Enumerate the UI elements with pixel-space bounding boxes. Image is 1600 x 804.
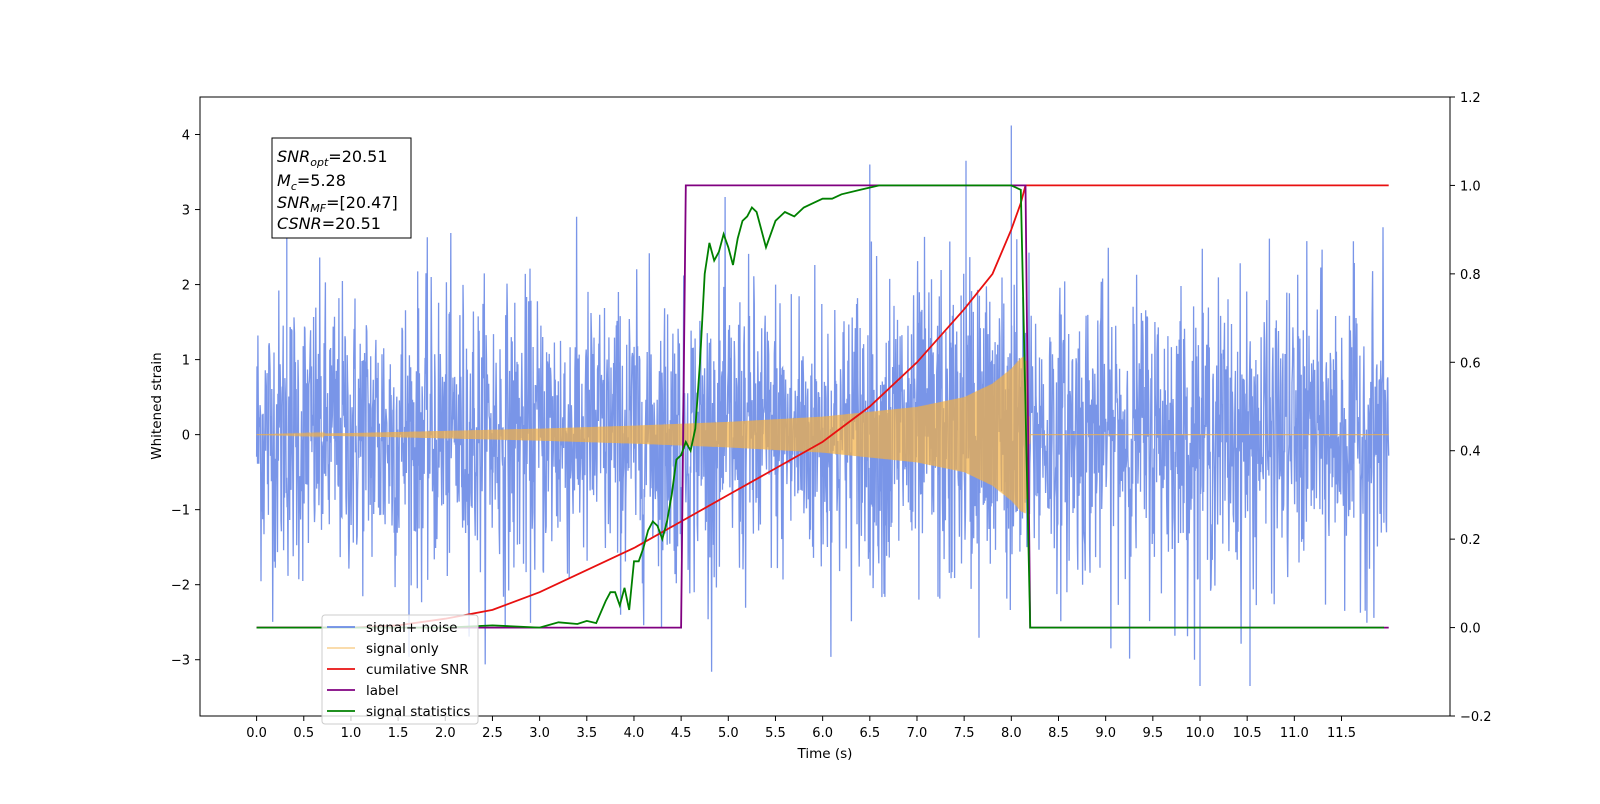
- x-axis: 0.0 0.5 1.0 1.5 2.0 2.5 3.0 3.5 4.0 4.5 5.0 5.5 6.0 6…: [246, 716, 1356, 741]
- x-tick-label: 4.0: [624, 726, 645, 741]
- y-tick-label: −3: [171, 654, 190, 669]
- x-tick-label: 6.0: [812, 726, 833, 741]
- legend-label: cumilative SNR: [366, 662, 469, 678]
- legend-frame: [321, 614, 479, 725]
- series-cumilative-snr: [256, 184, 1389, 629]
- series-signal-only: [256, 356, 1389, 514]
- y2-tick-label: 0.2: [1460, 533, 1481, 548]
- x-tick-label: 1.0: [341, 726, 362, 741]
- y-axis-label: Whitened strain: [149, 352, 165, 459]
- y-tick-label: 3: [182, 204, 190, 219]
- legend: signal+ noise signal only cumilative SNR la…: [321, 614, 479, 725]
- annotation-frame: [271, 137, 412, 239]
- y2-tick-label: 1.2: [1460, 91, 1481, 106]
- annotation-snr-mf: SNRMF=[20.47]: [277, 193, 398, 215]
- annotation-box: SNRopt=20.51 Mc=5.28 SNRMF=[20.47] CSNR=…: [271, 137, 412, 239]
- y-tick-label: −2: [171, 579, 190, 594]
- x-tick-label: 11.0: [1280, 726, 1309, 741]
- y-tick-label: 0: [182, 429, 190, 444]
- y-tick-label: 2: [182, 279, 190, 294]
- x-tick-label: 3.0: [529, 726, 550, 741]
- y2-tick-label: −0.2: [1460, 710, 1492, 725]
- annotation-mc: Mc=5.28: [277, 171, 346, 193]
- y2-tick-label: 0.4: [1460, 445, 1481, 460]
- x-tick-label: 7.5: [954, 726, 975, 741]
- legend-label: label: [366, 683, 399, 699]
- y-tick-label: −1: [171, 504, 190, 519]
- legend-label: signal only: [366, 641, 439, 657]
- annotation-snr-opt: SNRopt=20.51: [277, 147, 388, 169]
- y2-tick-label: 1.0: [1460, 179, 1481, 194]
- x-tick-label: 8.5: [1048, 726, 1069, 741]
- x-tick-label: 3.5: [576, 726, 597, 741]
- y2-tick-label: 0.6: [1460, 356, 1481, 371]
- x-tick-label: 5.5: [765, 726, 786, 741]
- annotation-csnr: CSNR=20.51: [277, 214, 381, 233]
- x-tick-label: 4.5: [671, 726, 692, 741]
- y2-tick-label: 0.0: [1460, 622, 1481, 637]
- x-tick-label: 2.5: [482, 726, 503, 741]
- y-tick-label: 4: [182, 129, 190, 144]
- y-axis-left: 4 3 2 1 0 −1 −2 −3: [171, 129, 200, 669]
- x-tick-label: 5.0: [718, 726, 739, 741]
- legend-label: signal+ noise: [366, 620, 457, 636]
- series-signal-statistics: [256, 184, 1384, 629]
- x-tick-label: 9.5: [1142, 726, 1163, 741]
- x-tick-label: 8.0: [1001, 726, 1022, 741]
- x-tick-label: 10.5: [1233, 726, 1262, 741]
- x-tick-label: 1.5: [388, 726, 409, 741]
- x-tick-label: 9.0: [1095, 726, 1116, 741]
- x-tick-label: 0.0: [246, 726, 267, 741]
- y2-tick-label: 0.8: [1460, 268, 1481, 283]
- x-tick-label: 10.0: [1186, 726, 1215, 741]
- y-tick-label: 1: [182, 354, 190, 369]
- x-tick-label: 11.5: [1327, 726, 1356, 741]
- x-axis-label: Time (s): [797, 746, 853, 762]
- x-tick-label: 7.0: [907, 726, 928, 741]
- x-tick-label: 2.0: [435, 726, 456, 741]
- plot-area: [255, 125, 1390, 686]
- x-tick-label: 0.5: [293, 726, 314, 741]
- axes-frame: [199, 96, 1451, 717]
- x-tick-label: 6.5: [859, 726, 880, 741]
- y-axis-right: 1.2 1.0 0.8 0.6 0.4 0.2 0.0 −0.2: [1450, 91, 1492, 725]
- legend-label: signal statistics: [366, 704, 470, 720]
